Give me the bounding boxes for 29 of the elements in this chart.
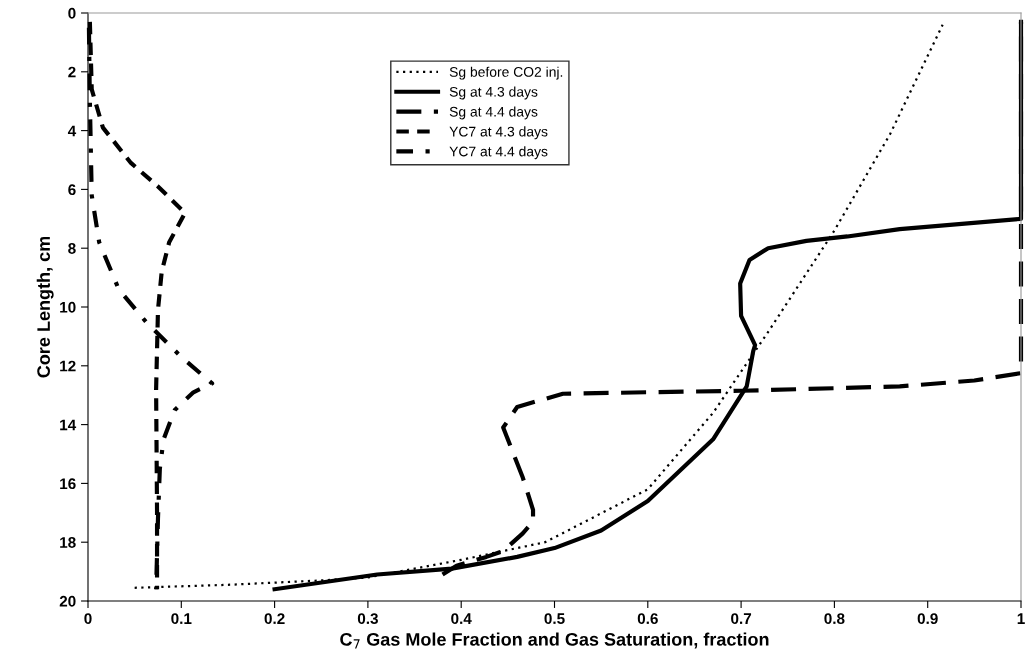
x-tick-label: 1 [1017,613,1025,624]
y-tick-label: 0 [68,7,76,19]
y-tick-label: 2 [68,66,76,78]
y-tick-label: 4 [67,125,77,137]
legend-label: YC7 at 4.3 days [449,126,548,140]
legend-label: Sg before CO2 inj. [449,66,563,80]
y-tick-label: 6 [68,184,76,196]
x-tick-label: 0.6 [637,613,658,625]
y-tick-label: 12 [60,360,76,372]
x-tick-label: 0.5 [544,613,565,625]
legend-label: Sg at 4.3 days [449,86,538,100]
y-tick-label: 18 [60,537,76,548]
x-axis-title: C$_{7}$ Gas Mole Fraction and Gas Saturation, fraction [340,632,769,649]
y-axis-title: Core Length, cm [36,236,54,378]
x-tick-label: 0.3 [357,613,378,625]
x-tick-label: 0.7 [731,613,752,625]
y-tick-label: 8 [68,243,76,254]
x-tick-label: 0.4 [451,613,472,625]
x-tick-label: 0.2 [264,613,285,625]
x-tick-label: 0.8 [824,613,845,625]
x-tick-label: 0 [84,613,92,625]
y-tick-label: 14 [60,419,77,431]
x-tick-label: 0.1 [171,613,192,625]
y-tick-label: 16 [60,478,76,490]
legend-label: YC7 at 4.4 days [449,146,548,160]
x-tick-label: 0.9 [917,613,938,625]
y-tick-label: 10 [60,301,76,313]
y-tick-label: 20 [59,595,76,607]
legend-label: Sg at 4.4 days [449,106,538,120]
